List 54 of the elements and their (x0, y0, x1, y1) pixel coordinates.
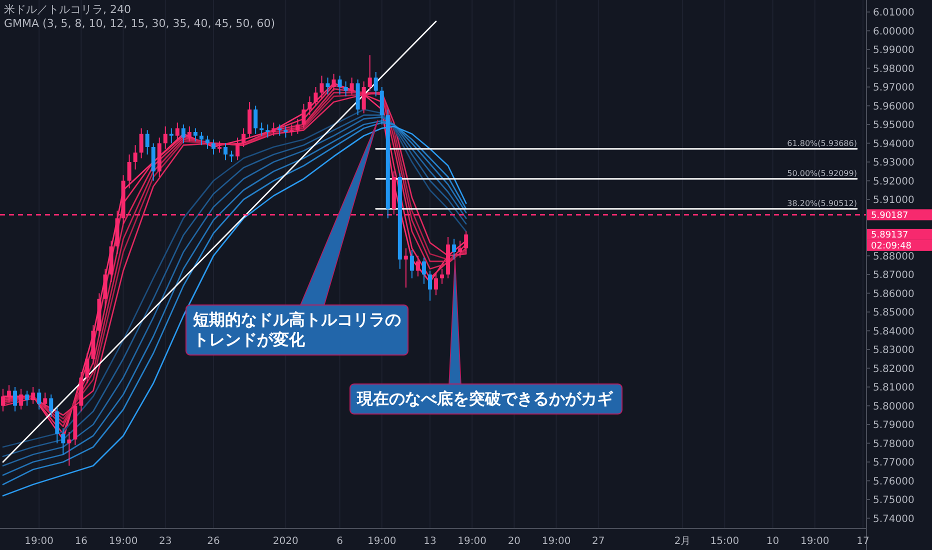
ref-line-label: 5.90187 (871, 210, 908, 221)
y-tick-label: 5.88000 (873, 251, 914, 262)
x-tick-label: 13 (424, 536, 436, 547)
y-tick-label: 5.97000 (873, 82, 914, 94)
y-tick-label: 5.79000 (873, 420, 914, 431)
annotation: 短期的なドル高トルコリラのトレンドが変化 (192, 310, 401, 349)
x-tick-label: 19:00 (458, 536, 487, 547)
text: 5.89137 (871, 230, 908, 241)
text: GMMA (3, 5, 8, 10, 12, 15, 30, 35, 40, 45, 50, 60) (4, 17, 276, 30)
y-tick-label: 5.76000 (873, 476, 914, 488)
x-tick-label: 6 (336, 536, 343, 547)
y-tick-label: 5.94000 (873, 138, 914, 150)
x-tick-label: 27 (592, 536, 605, 547)
y-tick-label: 5.91000 (873, 195, 914, 206)
x-tick-label: 17 (856, 536, 870, 547)
x-tick-label: 26 (207, 536, 220, 547)
annotation: 61.80%(5.93686) (787, 138, 857, 148)
y-tick-label: 5.98000 (873, 64, 914, 75)
x-tick-label: 16 (74, 536, 88, 547)
annotation: 50.00%(5.92099) (787, 168, 857, 178)
x-tick-label: 19:00 (542, 536, 571, 547)
y-tick-label: 5.81000 (873, 382, 914, 394)
x-tick-label: 2月 (674, 536, 691, 547)
x-tick-label: 15:00 (710, 536, 740, 547)
y-tick-label: 6.00000 (873, 26, 914, 38)
annotation: 38.20%(5.90512) (787, 198, 857, 208)
y-tick-label: 5.87000 (873, 270, 914, 281)
y-tick-label: 5.77000 (873, 458, 914, 468)
x-tick-label: 23 (159, 536, 172, 547)
y-tick-label: 5.80000 (873, 401, 914, 412)
y-tick-label: 6.01000 (873, 8, 914, 18)
y-tick-label: 5.93000 (873, 158, 914, 168)
y-tick-label: 5.92000 (873, 176, 914, 188)
y-tick-label: 5.86000 (873, 288, 914, 300)
x-tick-label: 19:00 (24, 536, 54, 547)
x-tick-label: 19:00 (108, 536, 138, 547)
y-tick-label: 5.95000 (873, 120, 914, 131)
y-tick-label: 5.82000 (873, 364, 914, 375)
y-tick-label: 5.99000 (873, 45, 914, 56)
x-tick-label: 10 (766, 536, 780, 547)
y-tick-label: 5.78000 (873, 438, 914, 450)
x-tick-label: 20 (508, 536, 521, 547)
y-tick-label: 5.96000 (873, 101, 914, 112)
y-tick-label: 5.74000 (873, 514, 914, 525)
text: 02:09:48 (871, 242, 912, 252)
x-tick-label: 19:00 (367, 536, 396, 547)
y-tick-label: 5.84000 (873, 326, 914, 338)
y-tick-label: 5.85000 (873, 308, 914, 318)
annotation: 現在のなべ底を突破できるかがカギ (356, 389, 614, 408)
chart-title: 米ドル／トルコリラ, 240 (4, 3, 131, 16)
x-tick-label: 2020 (272, 536, 298, 547)
x-tick-label: 19:00 (800, 536, 830, 547)
y-tick-label: 5.75000 (873, 495, 914, 506)
y-tick-label: 5.83000 (873, 345, 914, 356)
